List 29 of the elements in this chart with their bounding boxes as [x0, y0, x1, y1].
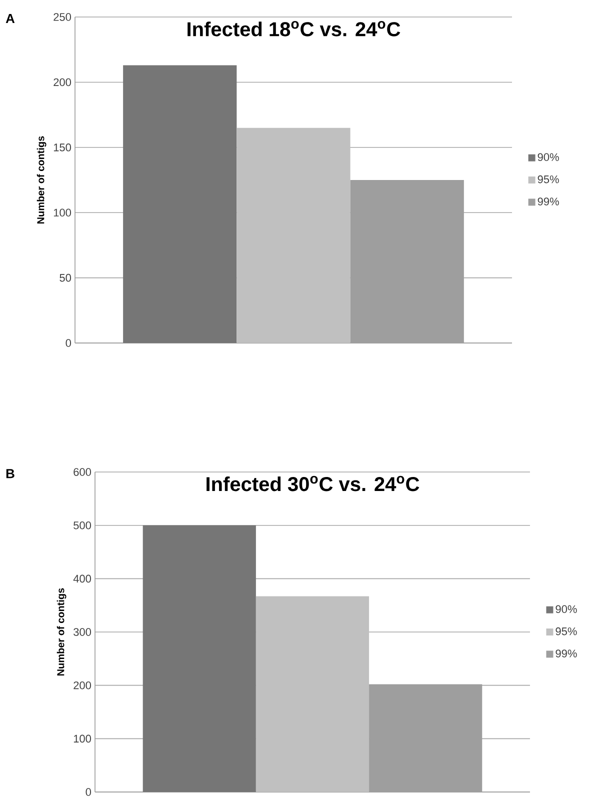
- legend-label: 95%: [556, 627, 577, 636]
- y-tick-label: 50: [60, 274, 72, 282]
- chart-title: Infected 18$^{o}$C vs. 24$^{o}$C: [188, 21, 400, 36]
- y-tick-label: 150: [54, 144, 72, 152]
- bar: [256, 596, 370, 792]
- text: A: [6, 14, 15, 23]
- legend-label: 95%: [538, 175, 559, 184]
- y-tick-label: 600: [74, 468, 92, 476]
- y-tick-label: 400: [73, 574, 92, 583]
- chart-title: Infected 30$^{o}$C vs. 24$^{o}$C: [206, 476, 420, 492]
- y-tick-label: 200: [74, 681, 92, 690]
- y-tick-label: 0: [66, 339, 72, 347]
- bar: [236, 128, 350, 344]
- bar: [123, 65, 237, 344]
- legend-label: 90%: [538, 153, 559, 162]
- y-tick-label: 100: [74, 734, 92, 743]
- y-tick-label: 100: [54, 208, 72, 217]
- text: B: [6, 469, 14, 478]
- legend-label: 99%: [538, 198, 559, 206]
- y-tick-label: 500: [74, 521, 92, 530]
- y-tick-label: 200: [54, 78, 72, 86]
- legend-label: 90%: [556, 605, 577, 614]
- bar: [142, 525, 256, 792]
- y-axis-title: Number of contigs: [36, 136, 46, 224]
- y-tick-label: 250: [54, 13, 72, 21]
- legend-label: 99%: [556, 650, 577, 658]
- y-axis-title: Number of contigs: [56, 588, 66, 676]
- y-tick-label: 300: [74, 628, 92, 636]
- y-tick-label: 0: [86, 788, 92, 796]
